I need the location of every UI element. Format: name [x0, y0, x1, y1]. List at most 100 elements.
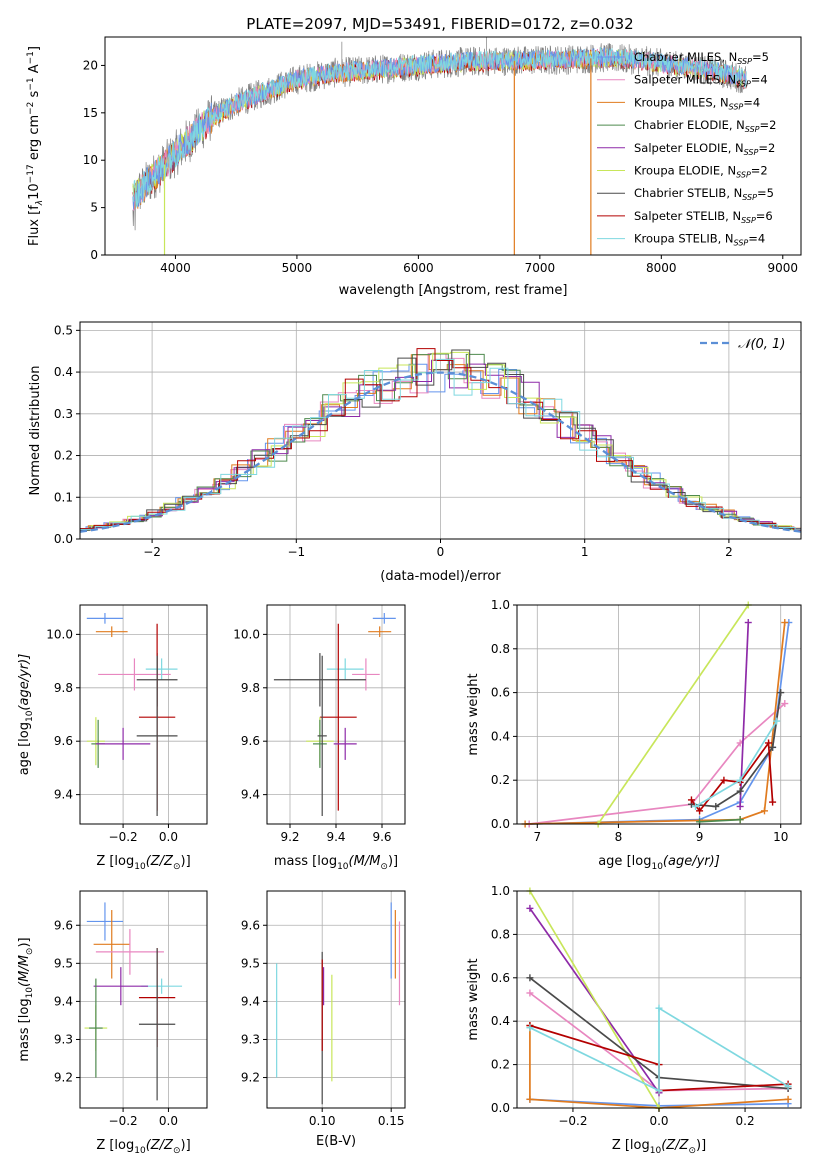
x-axis-label-part: (age/yr)]: [663, 854, 720, 869]
legend-entry: Salpeter STELIB, NSSP=6: [634, 209, 773, 225]
legend-sub: SSP: [737, 57, 752, 66]
x-axis-label-part: 10: [134, 862, 146, 872]
y-tick-label: 1.0: [491, 884, 510, 898]
y-tick-label: 9.5: [54, 956, 73, 970]
y-axis-label-part: erg cm: [27, 115, 42, 164]
weight-series-line: [529, 890, 660, 1109]
weight-series-line: [739, 622, 750, 807]
x-tick-label: 9.4: [326, 830, 345, 844]
legend-suffix: =6: [756, 209, 773, 223]
x-axis-label-part: )]: [388, 854, 398, 869]
legend-entry: Chabrier STELIB, NSSP=5: [634, 186, 774, 202]
x-axis-label: wavelength [Angstrom, rest frame]: [339, 283, 568, 298]
weight-series-line: [529, 622, 790, 825]
legend-suffix: =4: [748, 232, 765, 246]
x-tick-label: 5000: [282, 261, 313, 275]
x-axis-label-part: Z [log: [96, 854, 134, 869]
x-tick-label: 7000: [525, 261, 556, 275]
y-axis-label: mass [log10(M/M⊙)]: [17, 937, 35, 1061]
y-tick-label: 9.4: [241, 788, 260, 802]
x-tick-label: 0.15: [378, 1114, 405, 1128]
y-axis-label: Normed distribution: [28, 366, 43, 496]
weight-series-line: [525, 622, 786, 825]
legend-entry: Kroupa ELODIE, NSSP=2: [634, 164, 768, 180]
x-axis-label-part: mass [log: [274, 854, 337, 869]
y-tick-label: 10.0: [46, 627, 73, 641]
y-axis-label-part: age [log: [17, 722, 32, 775]
y-tick-label: 0.2: [491, 773, 510, 787]
axes-frame: [266, 890, 406, 1109]
x-axis-label-part: age [log: [598, 854, 651, 869]
x-tick-label: 10: [773, 830, 788, 844]
y-axis-label-part: (M/M: [17, 955, 32, 987]
x-axis-label: Z [log10(Z/Z⊙)]: [612, 1138, 706, 1156]
x-axis-label-part: ⊙: [173, 862, 181, 872]
axes-frame: [104, 36, 802, 256]
axes-frame: [79, 890, 208, 1109]
x-tick-label: 9.2: [280, 830, 299, 844]
x-axis-label-part: 10: [337, 862, 349, 872]
hist-step-line: [80, 358, 801, 530]
y-axis-label-part: 10: [25, 710, 35, 722]
y-axis-label-part: −1: [26, 51, 36, 64]
y-tick-label: 1.0: [491, 598, 510, 612]
legend-entry: Salpeter ELODIE, NSSP=2: [634, 141, 775, 157]
legend-suffix: =2: [760, 118, 777, 132]
hist-lines: [80, 348, 801, 533]
y-tick-label: 0.2: [491, 1058, 510, 1072]
weight-series-line: [529, 702, 786, 825]
legend-sub: SSP: [729, 102, 744, 111]
y-axis-label: mass weight: [466, 673, 481, 755]
y-tick-label: 0.6: [491, 686, 510, 700]
y-tick-label: 0.8: [491, 642, 510, 656]
x-tick-label: 8000: [646, 261, 677, 275]
y-tick-label: 9.6: [54, 734, 73, 748]
y-tick-label: 9.5: [241, 956, 260, 970]
y-axis-label-part: Flux [f: [27, 205, 42, 246]
mass-vs-metallicity-panel: −0.2 0.09.29.39.49.59.6Z [log10(Z/Z⊙)]mas…: [17, 890, 208, 1156]
x-axis-label-part: (Z/Z: [661, 1138, 689, 1153]
y-axis-label: mass weight: [466, 958, 481, 1040]
x-axis-label-part: ⊙: [688, 1146, 696, 1156]
legend-sub: SSP: [736, 171, 751, 180]
x-tick-label: 6000: [403, 261, 434, 275]
y-tick-label: 9.3: [241, 1032, 260, 1046]
x-tick-label: 9.6: [372, 830, 391, 844]
y-tick-label: 9.6: [241, 734, 260, 748]
y-tick-label: 20: [83, 58, 98, 72]
legend-suffix: =4: [743, 95, 760, 109]
y-axis-label: Flux [fλ10−17 erg cm−2 s−1 A−1]: [26, 46, 45, 246]
x-axis-label: (data-model)/error: [380, 569, 501, 584]
x-tick-label: 4000: [160, 261, 191, 275]
weight-series-line: [529, 1006, 789, 1092]
gaussian-reference-curve: [80, 371, 801, 533]
legend-prefix: Chabrier ELODIE, N: [634, 118, 745, 132]
age-vs-mass-panel: 9.2 9.4 9.6 9.4 9.6 9.8 10.0 mass [log10(M/M⊙)]: [233, 604, 406, 872]
hist-step-line: [80, 351, 801, 531]
x-axis-label-part: Z [log: [612, 1138, 650, 1153]
weight-series-line: [597, 604, 750, 825]
x-axis-label-part: (Z/Z: [146, 854, 174, 869]
x-tick-label: 1: [581, 545, 589, 559]
y-tick-label: 9.4: [241, 994, 260, 1008]
legend-sub: SSP: [745, 125, 760, 134]
y-tick-label: 0.4: [491, 729, 510, 743]
legend-sub: SSP: [744, 148, 759, 157]
weight-series-line: [529, 1025, 789, 1109]
legend-sub: SSP: [742, 193, 757, 202]
spectrum-model-line: [132, 47, 747, 208]
y-axis-label-part: mass [log: [17, 998, 32, 1061]
y-axis-label-part: A: [27, 64, 42, 77]
x-tick-label: 0: [437, 545, 445, 559]
legend-entry: Chabrier ELODIE, NSSP=2: [634, 118, 776, 134]
y-axis-label-part: )]: [17, 937, 32, 947]
y-tick-label: 0.0: [54, 532, 73, 546]
y-axis-label: age [log10(age/yr)]: [17, 654, 35, 776]
x-axis-label-part: (Z/Z: [146, 1138, 174, 1153]
x-axis-label-part: Z [log: [96, 1138, 134, 1153]
y-tick-label: 0.6: [491, 971, 510, 985]
y-axis-label-part: λ: [35, 200, 45, 206]
